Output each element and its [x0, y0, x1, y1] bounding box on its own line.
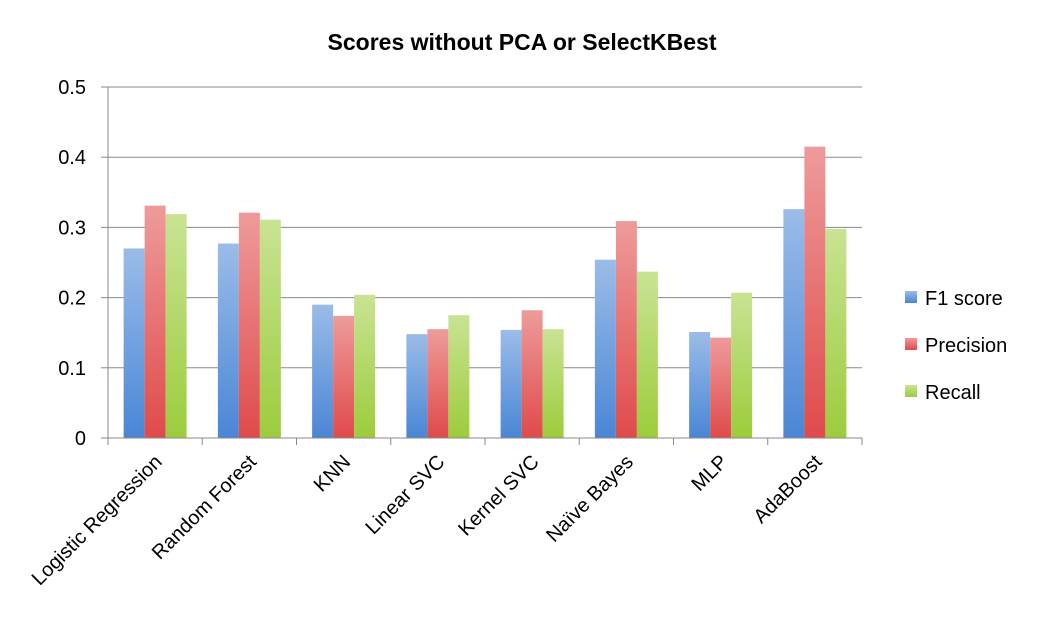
legend: F1 score Precision Recall: [905, 288, 1007, 404]
bar-f1-score: [312, 304, 334, 438]
legend-label: Precision: [925, 335, 1007, 357]
bar-precision: [238, 212, 260, 438]
bar-f1-score: [783, 209, 805, 438]
legend-label: Recall: [925, 382, 981, 404]
bar-f1-score: [123, 248, 145, 438]
legend-swatch: [905, 338, 917, 350]
bar-f1-score: [500, 329, 522, 438]
x-tick-label: Linear SVC: [362, 451, 450, 539]
bar-precision: [710, 337, 732, 438]
bar-precision: [615, 221, 637, 438]
x-tick-label: Kernel SVC: [454, 451, 543, 540]
y-tick-label: 0.1: [58, 358, 86, 380]
bar-precision: [144, 205, 166, 438]
x-tick-label: Logistic Regression: [28, 451, 167, 590]
bar-precision: [333, 315, 355, 438]
legend-swatch: [905, 385, 917, 397]
bar-recall: [542, 329, 564, 438]
bars: [123, 146, 847, 439]
y-tick-label: 0.3: [58, 217, 86, 239]
y-tick-label: 0.5: [58, 77, 86, 99]
bar-recall: [636, 271, 658, 438]
bar-f1-score: [689, 331, 711, 438]
bar-recall: [259, 219, 281, 438]
y-tick-label: 0.4: [58, 147, 86, 169]
x-tick-label: KNN: [310, 451, 355, 496]
bar-f1-score: [217, 243, 239, 438]
bar-precision: [521, 310, 543, 438]
x-tick-label: MLP: [688, 451, 733, 496]
y-tick-label: 0: [75, 428, 86, 450]
bar-precision: [804, 146, 826, 439]
bar-recall: [448, 315, 470, 438]
bar-recall: [165, 214, 187, 438]
legend-label: F1 score: [925, 288, 1003, 310]
bar-recall: [825, 228, 847, 438]
bar-recall: [731, 292, 753, 438]
x-tick-label: Naïve Bayes: [542, 451, 638, 547]
bar-precision: [427, 329, 449, 438]
legend-swatch: [905, 291, 917, 303]
bar-recall: [354, 294, 376, 438]
chart-title: Scores without PCA or SelectKBest: [328, 29, 717, 55]
bar-f1-score: [594, 259, 616, 438]
y-tick-label: 0.2: [58, 288, 86, 310]
bar-f1-score: [406, 334, 428, 438]
x-tick-label: AdaBoost: [750, 451, 827, 528]
